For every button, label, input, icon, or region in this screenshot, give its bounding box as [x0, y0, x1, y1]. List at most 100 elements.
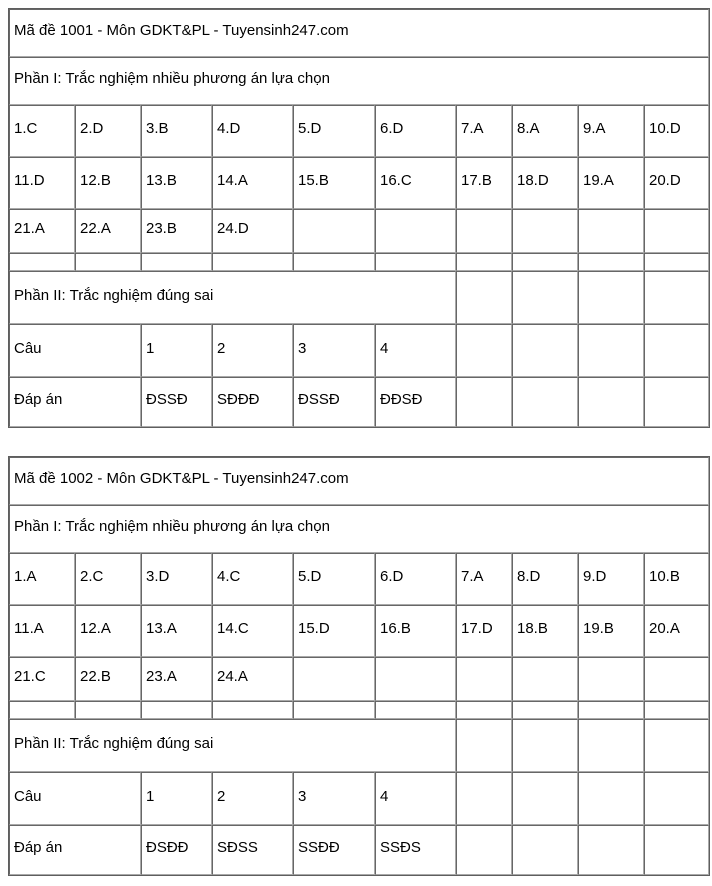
empty-cell: [456, 209, 512, 253]
answer-cell: 16.C: [375, 157, 456, 209]
answer-cell: 9.A: [578, 105, 644, 157]
empty-cell: [512, 719, 578, 772]
answer-cell: 13.A: [141, 605, 212, 657]
part1-header: Phần I: Trắc nghiệm nhiều phương án lựa …: [9, 57, 710, 105]
empty-cell: [644, 701, 710, 719]
table-row: 1.C 2.D 3.B 4.D 5.D 6.D 7.A 8.A 9.A 10.D: [9, 105, 710, 157]
empty-cell: [212, 253, 293, 271]
empty-cell: [578, 324, 644, 377]
empty-cell: [644, 719, 710, 772]
answer-cell: 2.C: [75, 553, 141, 605]
table-row: Mã đề 1001 - Môn GDKT&PL - Tuyensinh247.…: [9, 9, 710, 57]
empty-cell: [212, 701, 293, 719]
answer-cell: 14.A: [212, 157, 293, 209]
answer-cell: 15.B: [293, 157, 375, 209]
answer-cell: 14.C: [212, 605, 293, 657]
empty-cell: [578, 377, 644, 427]
answer-cell: 9.D: [578, 553, 644, 605]
table-row: Câu 1 2 3 4: [9, 324, 710, 377]
empty-cell: [644, 377, 710, 427]
answer-cell: 10.D: [644, 105, 710, 157]
empty-cell: [578, 271, 644, 324]
empty-cell: [375, 657, 456, 701]
empty-cell: [578, 657, 644, 701]
table-title: Mã đề 1002 - Môn GDKT&PL - Tuyensinh247.…: [9, 457, 710, 505]
answer-cell: 24.D: [212, 209, 293, 253]
answer-cell: 4.D: [212, 105, 293, 157]
empty-cell: [375, 253, 456, 271]
true-false-answer-cell: SĐSS: [212, 825, 293, 875]
empty-cell: [456, 657, 512, 701]
table-row: 21.C 22.B 23.A 24.A: [9, 657, 710, 701]
empty-cell: [644, 271, 710, 324]
empty-cell: [644, 209, 710, 253]
empty-cell: [512, 271, 578, 324]
empty-cell: [456, 825, 512, 875]
table-row: 1.A 2.C 3.D 4.C 5.D 6.D 7.A 8.D 9.D 10.B: [9, 553, 710, 605]
empty-cell: [512, 324, 578, 377]
table-row: [9, 253, 710, 271]
question-number-cell: 3: [293, 772, 375, 825]
answer-cell: 12.B: [75, 157, 141, 209]
empty-cell: [644, 253, 710, 271]
empty-cell: [644, 825, 710, 875]
true-false-answer-cell: ĐSĐĐ: [141, 825, 212, 875]
answer-key-table-1002: Mã đề 1002 - Môn GDKT&PL - Tuyensinh247.…: [8, 456, 711, 876]
table-row: 11.D 12.B 13.B 14.A 15.B 16.C 17.B 18.D …: [9, 157, 710, 209]
true-false-answer-cell: ĐSSĐ: [141, 377, 212, 427]
answer-cell: 23.A: [141, 657, 212, 701]
question-number-cell: 3: [293, 324, 375, 377]
part2-header: Phần II: Trắc nghiệm đúng sai: [9, 271, 456, 324]
part2-header: Phần II: Trắc nghiệm đúng sai: [9, 719, 456, 772]
answer-cell: 8.D: [512, 553, 578, 605]
empty-cell: [644, 657, 710, 701]
answer-cell: 22.B: [75, 657, 141, 701]
question-number-cell: 2: [212, 324, 293, 377]
empty-cell: [293, 253, 375, 271]
true-false-answer-cell: ĐSSĐ: [293, 377, 375, 427]
answer-cell: 15.D: [293, 605, 375, 657]
answer-cell: 6.D: [375, 553, 456, 605]
empty-cell: [141, 701, 212, 719]
empty-cell: [512, 772, 578, 825]
empty-cell: [375, 701, 456, 719]
answer-cell: 5.D: [293, 553, 375, 605]
empty-cell: [75, 701, 141, 719]
answer-row-label: Đáp án: [9, 377, 141, 427]
empty-cell: [456, 253, 512, 271]
true-false-answer-cell: SĐĐĐ: [212, 377, 293, 427]
question-number-cell: 4: [375, 772, 456, 825]
answer-cell: 17.B: [456, 157, 512, 209]
empty-cell: [578, 772, 644, 825]
question-number-cell: 4: [375, 324, 456, 377]
empty-cell: [512, 701, 578, 719]
table-row: Phần II: Trắc nghiệm đúng sai: [9, 719, 710, 772]
empty-cell: [512, 209, 578, 253]
empty-cell: [9, 253, 75, 271]
answer-cell: 17.D: [456, 605, 512, 657]
answer-cell: 12.A: [75, 605, 141, 657]
table-row: Đáp án ĐSĐĐ SĐSS SSĐĐ SSĐS: [9, 825, 710, 875]
empty-cell: [512, 377, 578, 427]
empty-cell: [644, 324, 710, 377]
true-false-answer-cell: SSĐĐ: [293, 825, 375, 875]
answer-cell: 8.A: [512, 105, 578, 157]
true-false-answer-cell: SSĐS: [375, 825, 456, 875]
table-row: Phần II: Trắc nghiệm đúng sai: [9, 271, 710, 324]
empty-cell: [141, 253, 212, 271]
answer-cell: 23.B: [141, 209, 212, 253]
answer-key-table-1001: Mã đề 1001 - Môn GDKT&PL - Tuyensinh247.…: [8, 8, 711, 428]
empty-cell: [456, 324, 512, 377]
empty-cell: [512, 253, 578, 271]
empty-cell: [578, 719, 644, 772]
answer-cell: 20.D: [644, 157, 710, 209]
answer-cell: 19.B: [578, 605, 644, 657]
empty-cell: [375, 209, 456, 253]
table-row: Phần I: Trắc nghiệm nhiều phương án lựa …: [9, 57, 710, 105]
answer-row-label: Đáp án: [9, 825, 141, 875]
answer-cell: 3.D: [141, 553, 212, 605]
answer-cell: 20.A: [644, 605, 710, 657]
part1-header: Phần I: Trắc nghiệm nhiều phương án lựa …: [9, 505, 710, 553]
answer-cell: 2.D: [75, 105, 141, 157]
empty-cell: [456, 719, 512, 772]
